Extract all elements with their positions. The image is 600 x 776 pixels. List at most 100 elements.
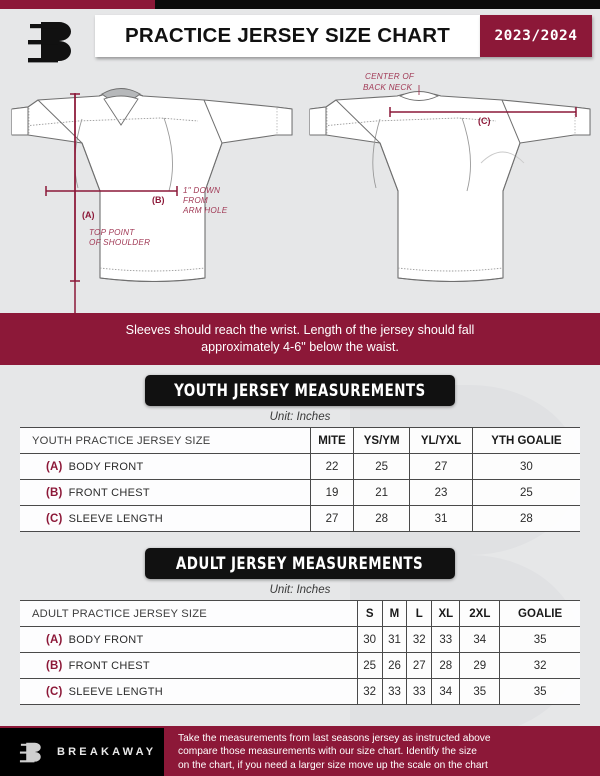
diagram-note-a-2: OF SHOULDER <box>89 238 150 247</box>
breakaway-b-logo-icon <box>19 742 41 763</box>
adult-section-title: ADULT JERSEY MEASUREMENTS <box>176 553 424 574</box>
jersey-front-illustration: (B) (A) TOP POINT OF SHOULDER 1" DOWN FR… <box>11 88 293 313</box>
youth-row-0-value-2: 27 <box>409 453 473 480</box>
diagram-note-neck-2: BACK NECK <box>363 83 412 92</box>
adult-unit-label: Unit: Inches <box>269 584 331 596</box>
adult-row-1-value-2: 27 <box>406 652 432 679</box>
adult-column-2: L <box>406 600 432 627</box>
adult-column-3: XL <box>431 600 460 627</box>
youth-column-2: YL/YXL <box>409 427 473 454</box>
season-label: 2023/2024 <box>494 28 578 44</box>
adult-row-2-value-3: 34 <box>431 678 460 705</box>
adult-section: ADULT JERSEY MEASUREMENTS Unit: Inches A… <box>0 538 600 705</box>
youth-row-1-value-0: 19 <box>309 479 354 506</box>
adult-column-0: S <box>356 600 383 627</box>
youth-row-2-value-0: 27 <box>309 505 354 532</box>
adult-row-2-tag: (C) <box>46 685 63 698</box>
adult-row-1-value-1: 26 <box>381 652 407 679</box>
adult-row-0-tag: (A) <box>46 633 63 646</box>
adult-row-0-value-3: 33 <box>431 626 460 653</box>
adult-row-1-value-3: 28 <box>431 652 460 679</box>
adult-row-2-value-2: 33 <box>406 678 432 705</box>
youth-section-title: YOUTH JERSEY MEASUREMENTS <box>174 380 426 401</box>
fit-note-banner: Sleeves should reach the wrist. Length o… <box>0 313 600 365</box>
youth-row-1-name: FRONT CHEST <box>68 486 150 499</box>
adult-row-2-label: (C) SLEEVE LENGTH <box>20 678 358 705</box>
table-row: (A) BODY FRONT 30 31 32 33 34 35 <box>20 626 580 653</box>
youth-column-0: MITE <box>309 427 354 454</box>
season-box: 2023/2024 <box>480 15 592 57</box>
table-row: (A) BODY FRONT 22 25 27 30 <box>20 453 580 480</box>
adult-row-0-value-5: 35 <box>499 626 580 653</box>
diagram-note-neck-1: CENTER OF <box>365 72 415 81</box>
diagram-tag-a: (A) <box>82 210 95 220</box>
top-accent-strip <box>0 0 600 9</box>
adult-row-0-value-0: 30 <box>356 626 383 653</box>
diagram-note-b-3: ARM HOLE <box>182 206 228 215</box>
table-row: (C) SLEEVE LENGTH 27 28 31 28 <box>20 505 580 532</box>
adult-column-1: M <box>381 600 407 627</box>
youth-row-0-label: (A) BODY FRONT <box>20 453 311 480</box>
top-strip-maroon <box>0 0 155 9</box>
youth-row-0-tag: (A) <box>46 460 63 473</box>
footer-brand-name: BREAKAWAY <box>57 746 157 758</box>
adult-row-2-value-4: 35 <box>459 678 500 705</box>
adult-row-0-label: (A) BODY FRONT <box>20 626 358 653</box>
adult-row-1-name: FRONT CHEST <box>68 659 150 672</box>
youth-section-header: YOUTH JERSEY MEASUREMENTS <box>145 375 455 406</box>
table-row: (C) SLEEVE LENGTH 32 33 33 34 35 35 <box>20 678 580 705</box>
youth-column-1: YS/YM <box>353 427 410 454</box>
youth-size-table: YOUTH PRACTICE JERSEY SIZE MITE YS/YM YL… <box>20 427 580 532</box>
youth-column-3: YTH GOALIE <box>471 427 580 454</box>
youth-row-2-value-1: 28 <box>353 505 410 532</box>
adult-section-header: ADULT JERSEY MEASUREMENTS <box>145 548 455 579</box>
youth-size-header: YOUTH PRACTICE JERSEY SIZE <box>20 427 311 454</box>
youth-row-0-value-3: 30 <box>471 453 580 480</box>
youth-row-2-tag: (C) <box>46 512 63 525</box>
adult-row-1-value-0: 25 <box>356 652 383 679</box>
adult-row-0-value-4: 34 <box>459 626 500 653</box>
youth-unit-label: Unit: Inches <box>269 411 331 423</box>
page-footer: BREAKAWAY Take the measurements from las… <box>0 728 600 776</box>
adult-size-table: ADULT PRACTICE JERSEY SIZE S M L XL 2XL … <box>20 600 580 705</box>
youth-row-2-value-3: 28 <box>471 505 580 532</box>
youth-section: YOUTH JERSEY MEASUREMENTS Unit: Inches Y… <box>0 365 600 532</box>
diagram-note-b-2: FROM <box>183 196 208 205</box>
page-header: PRACTICE JERSEY SIZE CHART 2023/2024 <box>0 9 600 63</box>
diagram-tag-c: (C) <box>478 116 491 126</box>
footer-line3: on the chart, if you need a larger size … <box>178 759 488 771</box>
jersey-back-illustration: (C) <box>309 85 591 283</box>
adult-table-header-row: ADULT PRACTICE JERSEY SIZE S M L XL 2XL … <box>20 600 580 627</box>
youth-row-1-value-2: 23 <box>409 479 473 506</box>
adult-size-header: ADULT PRACTICE JERSEY SIZE <box>20 600 358 627</box>
adult-column-4: 2XL <box>459 600 500 627</box>
table-row: (B) FRONT CHEST 19 21 23 25 <box>20 479 580 506</box>
adult-row-1-value-5: 32 <box>499 652 580 679</box>
adult-row-2-value-1: 33 <box>381 678 407 705</box>
footer-line2: compare those measurements with our size… <box>178 746 477 758</box>
youth-row-0-value-0: 22 <box>309 453 354 480</box>
adult-column-5: GOALIE <box>499 600 580 627</box>
adult-row-2-name: SLEEVE LENGTH <box>68 685 163 698</box>
youth-row-0-value-1: 25 <box>353 453 410 480</box>
adult-row-1-tag: (B) <box>46 659 63 672</box>
top-strip-black <box>155 0 600 9</box>
footer-brand: BREAKAWAY <box>0 728 164 776</box>
adult-row-1-label: (B) FRONT CHEST <box>20 652 358 679</box>
page-title: PRACTICE JERSEY SIZE CHART <box>125 24 450 47</box>
youth-table-header-row: YOUTH PRACTICE JERSEY SIZE MITE YS/YM YL… <box>20 427 580 454</box>
footer-instructions: Take the measurements from last seasons … <box>164 728 600 776</box>
adult-row-2-value-0: 32 <box>356 678 383 705</box>
youth-row-2-name: SLEEVE LENGTH <box>68 512 163 525</box>
youth-row-1-tag: (B) <box>46 486 63 499</box>
adult-row-2-value-5: 35 <box>499 678 580 705</box>
jersey-diagram: (B) (A) TOP POINT OF SHOULDER 1" DOWN FR… <box>0 63 600 313</box>
table-row: (B) FRONT CHEST 25 26 27 28 29 32 <box>20 652 580 679</box>
fit-note-line2: approximately 4-6" below the waist. <box>201 340 399 354</box>
footer-accent-line <box>0 726 600 728</box>
breakaway-b-logo-icon <box>28 22 71 63</box>
youth-row-1-value-1: 21 <box>353 479 410 506</box>
diagram-tag-b: (B) <box>152 195 165 205</box>
fit-note-line1: Sleeves should reach the wrist. Length o… <box>125 323 475 337</box>
